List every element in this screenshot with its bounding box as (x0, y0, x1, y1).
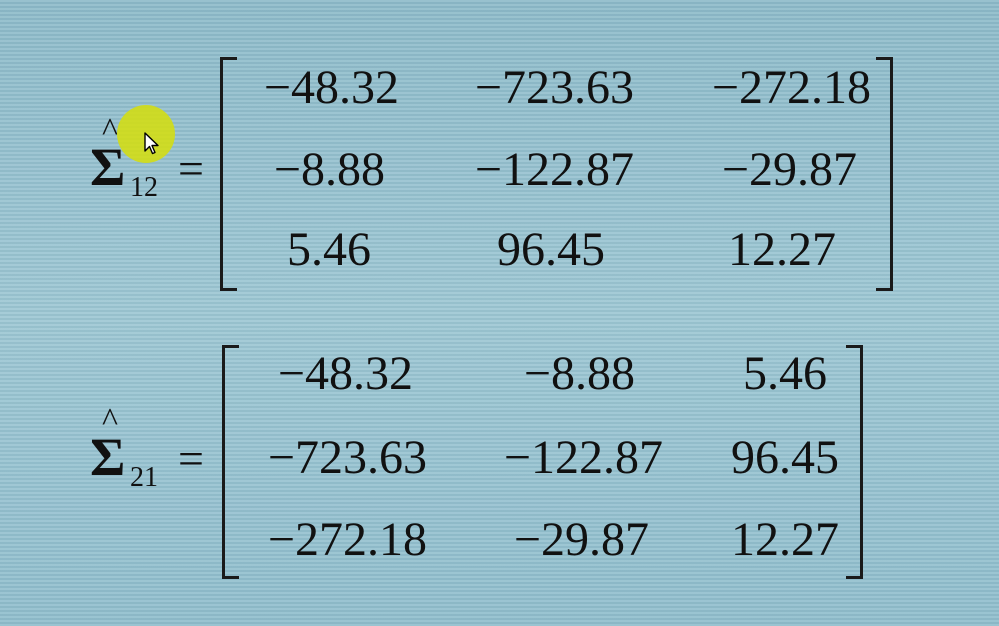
sigma-letter: Σ (90, 137, 126, 197)
sigma-letter: Σ (90, 427, 126, 487)
matrix-cell: −48.32 (263, 61, 399, 114)
subscript: 12 (130, 172, 158, 203)
matrix-cell: −29.87 (513, 513, 649, 566)
matrix-cell: 12.27 (731, 513, 839, 566)
matrix-cell: 96.45 (497, 223, 605, 276)
matrix-cell: 5.46 (287, 223, 371, 276)
right-bracket (846, 345, 863, 579)
matrix-cell: −29.87 (721, 143, 857, 196)
left-bracket (220, 57, 237, 291)
subscript: 21 (130, 462, 158, 493)
matrix-cell: −8.88 (273, 143, 385, 196)
left-bracket (222, 345, 239, 579)
equals-sign: = (178, 433, 204, 484)
matrix-cell: −272.18 (267, 513, 427, 566)
matrix-cell: −272.18 (711, 61, 871, 114)
matrix-cell: 12.27 (728, 223, 836, 276)
matrix-symbol: ^ Σ 21 (90, 404, 158, 492)
matrix-cell: −8.88 (523, 347, 635, 400)
mouse-pointer-icon (144, 132, 159, 155)
matrix-cell: 96.45 (731, 431, 839, 484)
matrix-sigma-12: ^ Σ 12 = −48.32 −723.63 −272.18 −8.88 −1… (0, 0, 999, 300)
matrix-cell: −122.87 (474, 143, 634, 196)
equals-sign: = (178, 143, 204, 194)
matrix-cell: −723.63 (474, 61, 634, 114)
matrix-cell: −723.63 (267, 431, 427, 484)
hat-accent: ^ (102, 402, 118, 439)
right-bracket (876, 57, 893, 291)
matrix-cell: −48.32 (277, 347, 413, 400)
hat-accent: ^ (102, 112, 118, 149)
matrix-cell: 5.46 (743, 347, 827, 400)
matrix-cell: −122.87 (503, 431, 663, 484)
matrix-symbol: ^ Σ 12 (90, 114, 158, 202)
